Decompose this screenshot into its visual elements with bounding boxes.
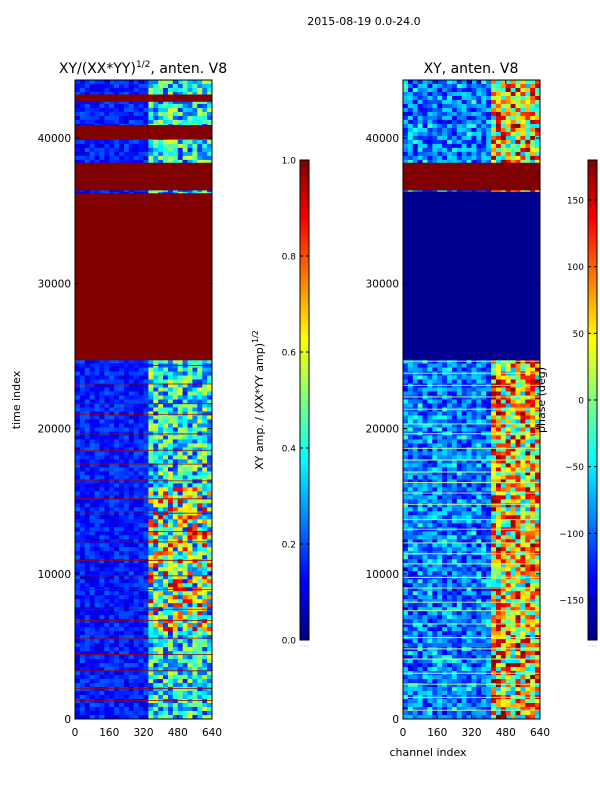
x-tick-label: 640: [530, 727, 550, 739]
right-x-axis-label: channel index: [389, 746, 467, 759]
x-tick-label: 0: [72, 727, 79, 739]
left-colorbar-gradient: [299, 159, 310, 641]
right-colorbar: 150 100 50 0 −50 −100 −150 phase (deg): [535, 159, 598, 647]
colorbar-tick-label: 0: [578, 397, 584, 407]
y-tick-label: 10000: [366, 569, 399, 581]
left-panel-title: XY/(XX*YY)1/2, anten. V8: [59, 60, 227, 77]
x-tick-label: 480: [496, 727, 516, 739]
uniform-phase-region: [403, 191, 540, 361]
right-heatmap: [403, 80, 540, 719]
colorbar-tick-label: 0.6: [282, 349, 297, 359]
x-tick-label: 480: [168, 727, 188, 739]
left-panel: XY/(XX*YY)1/2, anten. V8 0 160 320 480 640 0 1…: [10, 60, 227, 739]
colorbar-tick-label: 1.0: [282, 157, 297, 167]
left-y-axis-label: time index: [10, 370, 23, 429]
y-tick-label: 30000: [366, 278, 399, 290]
flagged-region: [75, 125, 212, 140]
right-panel: XY, anten. V8 0 160 320 480 640 0 10000 20000 30…: [366, 61, 550, 759]
colorbar-tick-label: 150: [567, 197, 584, 207]
left-colorbar-label: XY amp. / (XX*YY amp)1/2: [251, 330, 266, 470]
colorbar-tick-label: 100: [567, 263, 584, 273]
colorbar-tick-label: 0.4: [282, 445, 297, 455]
y-tick-label: 40000: [366, 133, 399, 145]
y-tick-label: 30000: [38, 278, 71, 290]
y-tick-label: 0: [64, 714, 71, 726]
right-colorbar-label: phase (deg): [535, 367, 548, 433]
colorbar-tick-label: 0.8: [282, 253, 297, 263]
colorbar-tick-label: −100: [559, 530, 584, 540]
flagged-region: [75, 193, 212, 361]
y-tick-label: 20000: [366, 424, 399, 436]
x-tick-label: 160: [99, 727, 119, 739]
colorbar-tick-label: 0.0: [282, 637, 297, 647]
y-tick-label: 10000: [38, 569, 71, 581]
x-tick-label: 160: [427, 727, 447, 739]
x-tick-label: 0: [400, 727, 407, 739]
figure-suptitle: 2015-08-19 0.0-24.0: [307, 15, 420, 28]
flagged-region: [75, 162, 212, 191]
colorbar-tick-label: −50: [565, 463, 584, 473]
flagged-region: [75, 94, 212, 102]
right-panel-title: XY, anten. V8: [424, 61, 519, 77]
x-tick-label: 320: [461, 727, 481, 739]
colorbar-tick-label: 0.2: [282, 541, 296, 551]
left-colorbar: 0.0 0.2 0.4 0.6 0.8 1.0 XY amp. / (XX*YY amp)…: [251, 157, 310, 647]
x-tick-label: 640: [202, 727, 222, 739]
x-tick-label: 320: [133, 727, 153, 739]
y-tick-label: 40000: [38, 133, 71, 145]
colorbar-tick-label: −150: [559, 597, 584, 607]
left-heatmap: [75, 80, 212, 719]
flagged-region: [403, 162, 540, 191]
y-tick-label: 20000: [38, 424, 71, 436]
colorbar-tick-label: 50: [573, 330, 585, 340]
y-tick-label: 0: [392, 714, 399, 726]
